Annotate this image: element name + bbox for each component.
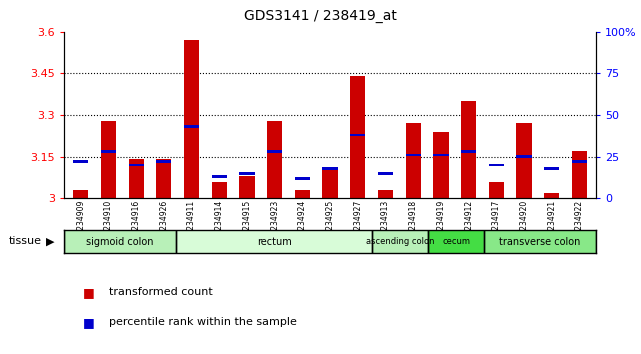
- Bar: [378, 190, 393, 198]
- Text: transformed count: transformed count: [109, 287, 213, 297]
- Bar: [212, 175, 227, 178]
- Bar: [156, 160, 172, 163]
- Bar: [406, 124, 421, 198]
- Bar: [572, 151, 587, 198]
- Bar: [461, 150, 476, 153]
- Bar: [73, 160, 88, 163]
- Bar: [433, 154, 449, 156]
- Bar: [350, 76, 365, 198]
- Bar: [517, 155, 531, 158]
- Bar: [295, 177, 310, 180]
- Bar: [378, 172, 393, 175]
- Bar: [406, 154, 421, 156]
- Bar: [239, 172, 254, 175]
- Text: tissue: tissue: [8, 236, 41, 246]
- Bar: [433, 132, 449, 198]
- Bar: [184, 40, 199, 198]
- Bar: [295, 190, 310, 198]
- Text: ■: ■: [83, 316, 95, 329]
- Text: ascending colon: ascending colon: [366, 237, 435, 246]
- Bar: [129, 159, 144, 198]
- Bar: [544, 193, 560, 198]
- Bar: [517, 124, 531, 198]
- Text: ■: ■: [83, 286, 95, 298]
- Bar: [156, 159, 172, 198]
- Text: rectum: rectum: [257, 236, 292, 247]
- Bar: [101, 150, 116, 153]
- Bar: [129, 164, 144, 166]
- Bar: [350, 133, 365, 136]
- Text: transverse colon: transverse colon: [499, 236, 581, 247]
- Bar: [488, 164, 504, 166]
- Text: ▶: ▶: [46, 236, 54, 246]
- Bar: [322, 167, 338, 170]
- Text: GDS3141 / 238419_at: GDS3141 / 238419_at: [244, 9, 397, 23]
- Bar: [461, 101, 476, 198]
- Text: cecum: cecum: [442, 237, 470, 246]
- Bar: [488, 182, 504, 198]
- Bar: [267, 121, 282, 198]
- Bar: [544, 167, 560, 170]
- Bar: [572, 160, 587, 163]
- Bar: [73, 190, 88, 198]
- Text: percentile rank within the sample: percentile rank within the sample: [109, 317, 297, 327]
- Bar: [184, 125, 199, 128]
- Bar: [101, 121, 116, 198]
- Bar: [267, 150, 282, 153]
- Text: sigmoid colon: sigmoid colon: [87, 236, 154, 247]
- Bar: [322, 168, 338, 198]
- Bar: [239, 176, 254, 198]
- Bar: [212, 182, 227, 198]
